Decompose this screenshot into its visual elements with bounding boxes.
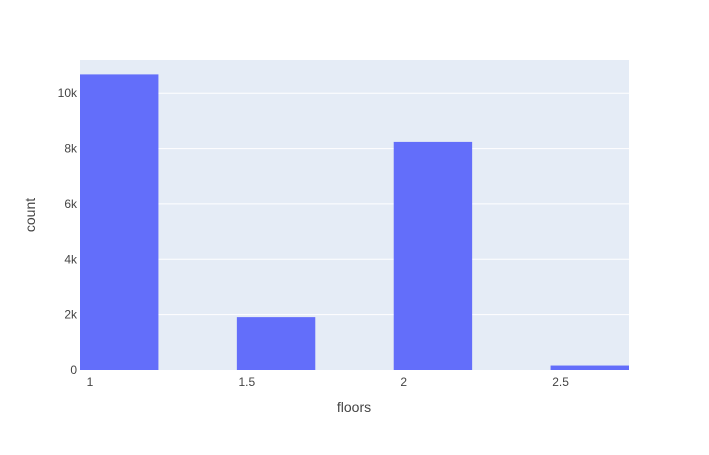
bar <box>393 141 473 370</box>
x-tick-label: 2.5 <box>552 375 569 389</box>
y-tick-label: 4k <box>64 252 78 266</box>
plot-background <box>80 60 629 370</box>
y-tick-label: 8k <box>64 142 78 156</box>
bar <box>236 317 316 370</box>
x-tick-label: 2 <box>400 375 407 389</box>
x-axis-ticks: 1 1.5 2 2.5 <box>87 375 570 389</box>
y-tick-label: 10k <box>58 86 78 100</box>
grid-lines <box>80 92 629 316</box>
x-axis-title: floors <box>337 399 371 415</box>
bar <box>550 365 629 370</box>
bar <box>80 74 159 371</box>
y-tick-label: 0 <box>70 363 77 377</box>
bars <box>80 74 629 371</box>
x-tick-label: 1.5 <box>239 375 256 389</box>
y-axis-ticks: 0 2k 4k 6k 8k 10k <box>58 86 78 377</box>
x-tick-label: 1 <box>87 375 94 389</box>
y-tick-label: 6k <box>64 197 78 211</box>
y-axis-title: count <box>22 198 38 232</box>
y-tick-label: 2k <box>64 308 78 322</box>
